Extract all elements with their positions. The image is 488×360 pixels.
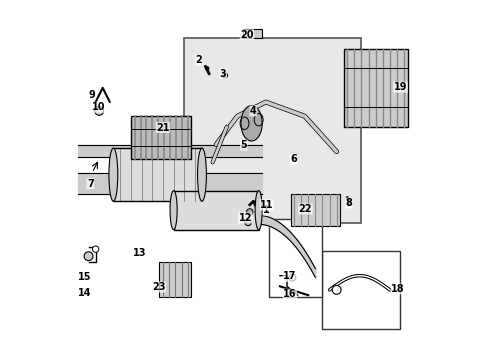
Ellipse shape: [241, 105, 262, 141]
Ellipse shape: [331, 285, 341, 294]
Text: 22: 22: [298, 204, 311, 214]
Bar: [131, 129, 191, 146]
Text: 19: 19: [393, 82, 407, 92]
Ellipse shape: [170, 191, 177, 230]
Ellipse shape: [244, 219, 251, 226]
Ellipse shape: [95, 107, 103, 115]
Text: 8: 8: [345, 198, 352, 208]
Bar: [343, 68, 407, 107]
Text: 2: 2: [195, 55, 202, 65]
Bar: [159, 261, 191, 297]
Text: 3: 3: [220, 69, 226, 79]
Text: 10: 10: [92, 102, 106, 112]
Text: 7: 7: [87, 179, 94, 189]
Ellipse shape: [246, 209, 252, 215]
Bar: [173, 191, 258, 230]
Bar: [242, 30, 262, 38]
Text: 12: 12: [238, 213, 251, 223]
Ellipse shape: [288, 274, 295, 281]
Bar: [290, 194, 340, 226]
Text: 6: 6: [289, 154, 296, 165]
Text: 9: 9: [88, 90, 95, 100]
Text: 16: 16: [283, 289, 296, 299]
Text: 15: 15: [78, 273, 92, 283]
Text: 21: 21: [156, 122, 169, 132]
FancyBboxPatch shape: [269, 219, 322, 297]
Ellipse shape: [197, 148, 206, 201]
Text: 14: 14: [78, 288, 92, 298]
Ellipse shape: [255, 191, 262, 230]
Text: 4: 4: [249, 106, 256, 116]
Bar: [343, 49, 407, 127]
Text: 1: 1: [263, 205, 269, 215]
Text: 11: 11: [260, 200, 273, 210]
Ellipse shape: [222, 73, 227, 78]
Text: 13: 13: [133, 248, 146, 258]
Bar: [131, 116, 191, 159]
Bar: [113, 148, 202, 201]
Text: 17: 17: [283, 271, 296, 282]
Text: 5: 5: [240, 140, 246, 150]
Ellipse shape: [84, 252, 93, 261]
FancyBboxPatch shape: [184, 38, 361, 222]
Text: 18: 18: [390, 284, 404, 294]
Ellipse shape: [92, 246, 99, 252]
Text: 20: 20: [240, 30, 253, 40]
Ellipse shape: [109, 148, 118, 201]
Ellipse shape: [205, 67, 209, 70]
Text: 23: 23: [152, 282, 165, 292]
FancyBboxPatch shape: [322, 251, 400, 329]
